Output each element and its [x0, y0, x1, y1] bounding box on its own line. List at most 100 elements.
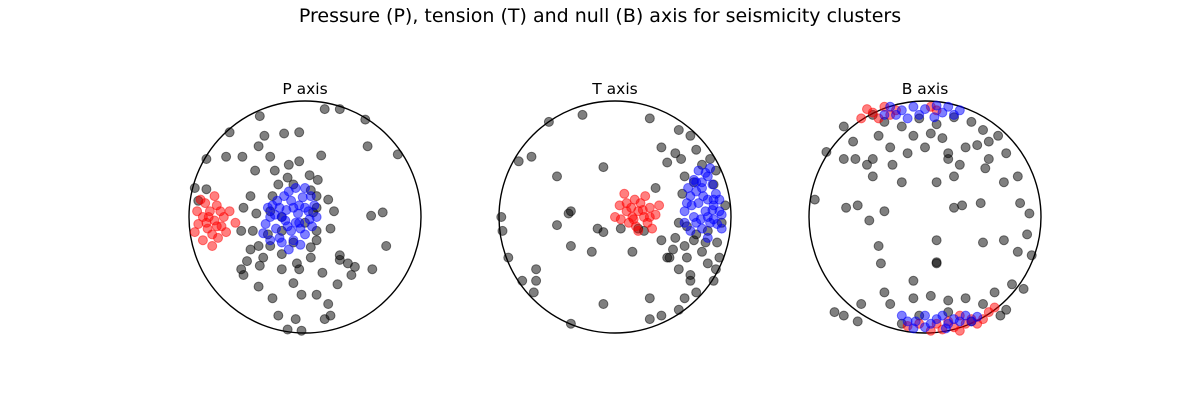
t-axis-point [673, 125, 684, 135]
t-axis-point [679, 241, 690, 251]
t-axis-point [565, 318, 576, 329]
b-axis-point [949, 314, 959, 325]
t-axis-point [654, 200, 665, 211]
b-axis-point [1024, 208, 1035, 219]
b-axis-point [902, 113, 913, 124]
b-axis-point [978, 237, 988, 248]
p-axis-point [332, 279, 343, 290]
t-axis-point [685, 130, 696, 141]
t-axis-point [702, 258, 713, 269]
b-axis-point [983, 136, 994, 147]
t-axis-point [586, 246, 597, 257]
p-axis-point [317, 267, 328, 278]
b-axis-point [954, 105, 965, 116]
t-axis-point [685, 275, 696, 286]
b-axis-point [937, 133, 948, 144]
p-axis-point [329, 206, 339, 217]
t-axis-point [598, 162, 609, 173]
t-axis-point [552, 220, 562, 231]
p-axis-point [294, 217, 305, 228]
b-axis-point [896, 177, 907, 188]
b-axis-point [975, 198, 986, 209]
b-axis-point [908, 323, 919, 334]
t-axis-point [681, 252, 692, 263]
t-axis-point [707, 205, 718, 215]
p-axis-point [296, 325, 307, 336]
p-axis-point [221, 151, 232, 162]
t-axis-point [688, 235, 699, 246]
p-axis-point [305, 252, 316, 263]
p-axis-point [362, 141, 373, 152]
figure-title: Pressure (P), tension (T) and null (B) a… [298, 5, 902, 27]
b-axis-point [1007, 279, 1017, 290]
b-axis-point [885, 142, 896, 153]
t-axis-point [697, 177, 707, 188]
p-axis-point [207, 241, 218, 251]
p-axis-series-2 [189, 191, 241, 251]
p-axis-point [260, 219, 271, 229]
p-axis-point [316, 150, 327, 161]
b-axis-point [896, 310, 907, 321]
t-axis-series-0 [496, 109, 731, 329]
b-axis-point [1018, 283, 1029, 294]
t-axis-point [647, 223, 658, 234]
t-axis-point [679, 217, 690, 228]
p-axis-point [267, 293, 278, 304]
t-axis-point [656, 310, 667, 321]
p-axis-point [192, 206, 203, 217]
p-axis-point [319, 314, 330, 325]
p-axis-point [288, 202, 299, 213]
t-axis-point [716, 209, 727, 220]
b-axis-point [989, 287, 1000, 298]
b-axis-point [879, 206, 890, 217]
t-axis-point [650, 183, 661, 193]
p-axis-point [267, 200, 278, 211]
p-axis-point [215, 206, 226, 217]
b-axis-point [1015, 198, 1026, 209]
t-axis-point [670, 148, 681, 159]
p-axis-point [311, 212, 322, 222]
p-axis-point [283, 159, 294, 170]
b-axis-point [949, 171, 959, 182]
p-axis-point [253, 281, 264, 292]
b-axis-point [862, 159, 872, 170]
t-axis-point [708, 194, 719, 205]
p-axis-point [381, 241, 392, 251]
p-axis-point [269, 165, 280, 176]
p-axis-point [288, 235, 299, 246]
b-axis-point [879, 109, 890, 120]
p-axis-point [282, 221, 293, 232]
p-axis-point [291, 258, 302, 269]
t-axis-point [644, 314, 655, 325]
p-axis-point [254, 111, 265, 122]
p-axis-point [294, 127, 305, 138]
b-axis-point [983, 154, 994, 164]
p-axis-point [253, 241, 264, 251]
t-axis-point [705, 154, 716, 164]
b-axis-point [1026, 250, 1037, 261]
p-axis-point [273, 179, 284, 190]
p-axis-point [276, 212, 287, 222]
t-axis-point [644, 113, 655, 124]
b-axis-point [998, 235, 1009, 246]
b-axis-point [995, 310, 1006, 321]
t-axis-point [688, 174, 699, 185]
b-axis-point [925, 128, 936, 139]
t-axis-point [691, 186, 702, 197]
p-axis-point [236, 264, 247, 275]
p-axis-point [349, 261, 360, 272]
b-axis-point [838, 121, 849, 132]
b-axis-point [841, 202, 852, 213]
b-axis-point [908, 130, 919, 141]
p-axis-point [213, 232, 223, 243]
p-axis-point [323, 299, 334, 309]
p-axis-point [367, 264, 378, 275]
p-axis-point [201, 184, 212, 195]
b-axis-point [960, 293, 971, 304]
p-axis-point [296, 289, 307, 300]
b-axis-series-0 [809, 109, 1037, 329]
p-axis-point [247, 225, 258, 236]
p-axis-point [201, 217, 212, 228]
p-axis-point [282, 324, 293, 335]
t-axis-point [598, 227, 609, 238]
